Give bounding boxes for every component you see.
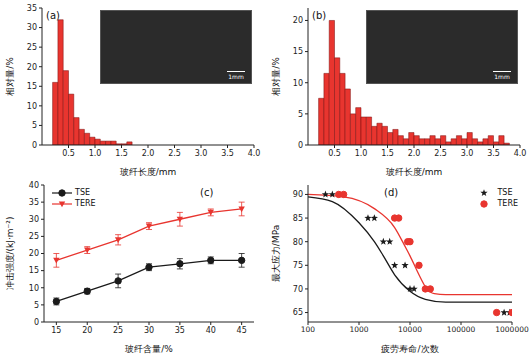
- svg-text:5: 5: [32, 121, 37, 130]
- svg-text:最大应力/MPa: 最大应力/MPa: [271, 225, 281, 282]
- svg-text:35: 35: [27, 4, 37, 13]
- svg-text:15: 15: [27, 82, 37, 91]
- svg-text:3.0: 3.0: [461, 149, 474, 158]
- html-text:TSE: TSE: [75, 188, 90, 197]
- html-text:(d): (d): [384, 187, 399, 198]
- svg-text:1000000: 1000000: [495, 325, 529, 334]
- svg-text:0.5: 0.5: [328, 149, 341, 158]
- svg-text:相对量/%: 相对量/%: [5, 57, 15, 96]
- svg-text:2.0: 2.0: [142, 149, 155, 158]
- svg-text:75: 75: [293, 261, 303, 270]
- html-text:TERE: TERE: [497, 199, 518, 208]
- html-text:(b): (b): [312, 10, 327, 21]
- svg-text:100: 100: [301, 325, 316, 334]
- svg-text:1.5: 1.5: [381, 149, 394, 158]
- html-text:1mm: 1mm: [494, 73, 510, 80]
- svg-text:30: 30: [144, 326, 154, 335]
- svg-text:1000: 1000: [349, 325, 368, 334]
- svg-text:10: 10: [29, 284, 39, 293]
- html-text:(c): (c): [200, 187, 214, 198]
- svg-text:20: 20: [29, 249, 39, 258]
- svg-text:15: 15: [29, 266, 39, 275]
- svg-text:65: 65: [293, 308, 303, 317]
- svg-text:25: 25: [27, 43, 37, 52]
- svg-text:15: 15: [51, 326, 61, 335]
- html-text:1mm: 1mm: [228, 73, 244, 80]
- svg-text:25: 25: [29, 232, 39, 241]
- svg-text:3.5: 3.5: [221, 149, 234, 158]
- svg-text:30: 30: [29, 215, 39, 224]
- svg-text:20: 20: [27, 63, 37, 72]
- svg-text:15: 15: [293, 47, 303, 56]
- svg-text:30: 30: [27, 23, 37, 32]
- svg-text:10000: 10000: [398, 325, 422, 334]
- svg-text:0.5: 0.5: [62, 149, 75, 158]
- svg-text:40: 40: [29, 181, 39, 190]
- svg-text:35: 35: [175, 326, 185, 335]
- svg-text:0: 0: [32, 141, 37, 150]
- svg-text:5: 5: [34, 301, 39, 310]
- svg-text:冲击强度/(kJ·m⁻²): 冲击强度/(kJ·m⁻²): [5, 217, 15, 291]
- svg-text:20: 20: [293, 16, 303, 25]
- svg-text:3.5: 3.5: [487, 149, 500, 158]
- svg-text:100000: 100000: [447, 325, 476, 334]
- svg-text:疲劳寿命/次数: 疲劳寿命/次数: [381, 344, 438, 354]
- svg-text:玻纤含量/%: 玻纤含量/%: [125, 344, 173, 354]
- svg-text:0: 0: [298, 141, 303, 150]
- svg-text:10: 10: [293, 79, 303, 88]
- svg-text:4.0: 4.0: [248, 149, 261, 158]
- svg-text:5: 5: [298, 110, 303, 119]
- svg-text:2.5: 2.5: [434, 149, 447, 158]
- svg-text:70: 70: [293, 285, 303, 294]
- html-text:TSE: TSE: [497, 188, 513, 197]
- svg-text:10: 10: [27, 102, 37, 111]
- svg-text:4.0: 4.0: [514, 149, 527, 158]
- svg-text:25: 25: [113, 326, 123, 335]
- html-text:TERE: TERE: [75, 199, 96, 208]
- svg-text:相对量/%: 相对量/%: [271, 57, 281, 96]
- svg-text:90: 90: [293, 190, 303, 199]
- html-text:(a): (a): [46, 10, 60, 21]
- svg-text:35: 35: [29, 198, 39, 207]
- svg-text:玻纤长度/mm: 玻纤长度/mm: [386, 167, 443, 177]
- svg-text:80: 80: [293, 238, 303, 247]
- svg-text:2.5: 2.5: [168, 149, 181, 158]
- svg-text:3.0: 3.0: [195, 149, 208, 158]
- svg-text:40: 40: [206, 326, 216, 335]
- svg-text:45: 45: [237, 326, 247, 335]
- svg-text:1.0: 1.0: [89, 149, 102, 158]
- svg-text:2.0: 2.0: [408, 149, 421, 158]
- svg-text:20: 20: [82, 326, 92, 335]
- svg-text:0: 0: [34, 318, 39, 327]
- svg-text:玻纤长度/mm: 玻纤长度/mm: [120, 167, 177, 177]
- svg-text:1.5: 1.5: [115, 149, 128, 158]
- svg-text:1.0: 1.0: [355, 149, 368, 158]
- svg-text:85: 85: [293, 214, 303, 223]
